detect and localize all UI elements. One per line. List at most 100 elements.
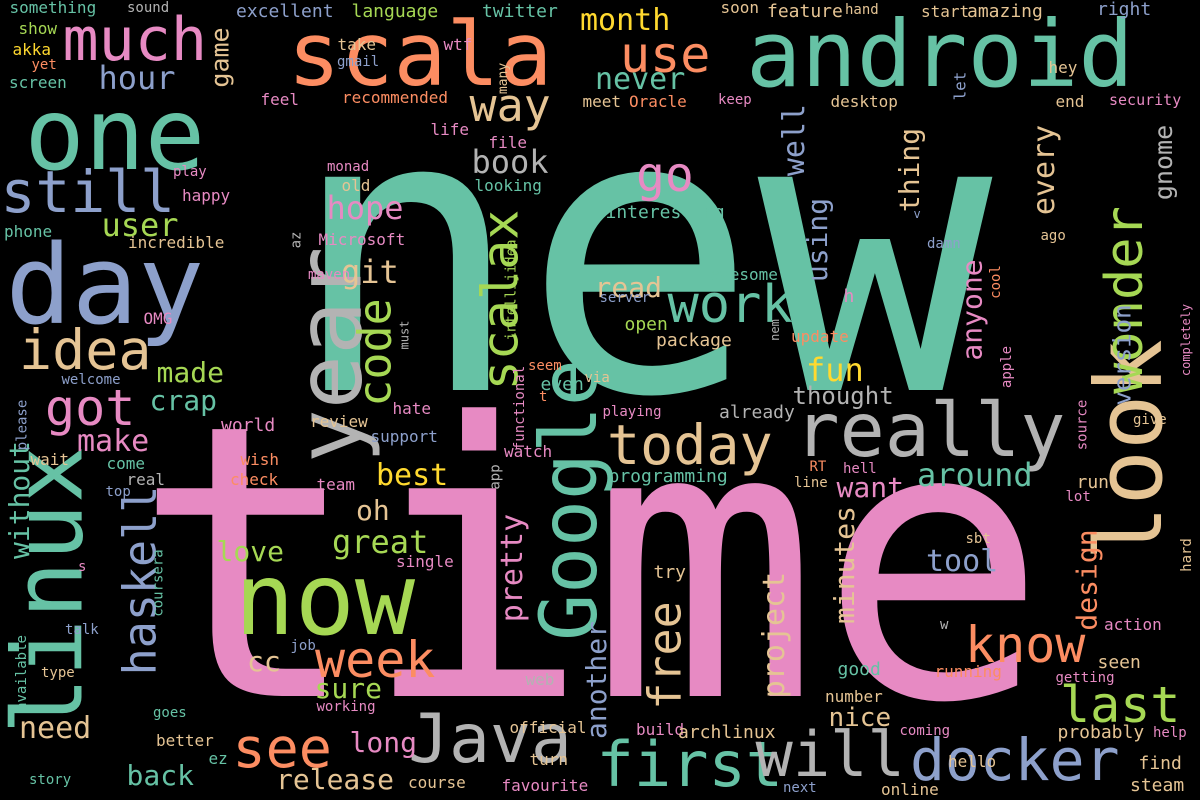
- cloud-word: support: [370, 427, 438, 446]
- cloud-word: using: [801, 197, 835, 283]
- cloud-word: help: [1153, 725, 1187, 741]
- cloud-word: read: [594, 271, 662, 304]
- cloud-word: sound: [127, 0, 170, 16]
- cloud-word: welcome: [61, 372, 121, 388]
- cloud-word: cool: [987, 265, 1004, 299]
- cloud-word: interesting: [605, 202, 725, 223]
- cloud-word: new: [288, 28, 993, 482]
- cloud-word: number: [825, 687, 883, 706]
- cloud-word: apple: [999, 345, 1016, 389]
- cloud-word: amazing: [967, 1, 1043, 22]
- cloud-word: will: [755, 718, 905, 791]
- cloud-word: desktop: [830, 92, 898, 111]
- cloud-word: watch: [504, 442, 553, 461]
- cloud-word: hour: [98, 59, 176, 97]
- cloud-word: better: [156, 731, 214, 750]
- cloud-word: single: [396, 552, 454, 571]
- cloud-word: coursera: [150, 549, 167, 617]
- cloud-word: run: [1076, 472, 1110, 493]
- cloud-word: free: [638, 600, 692, 710]
- cloud-word: made: [156, 356, 224, 389]
- cloud-word: end: [1055, 92, 1085, 111]
- cloud-word: month: [580, 3, 671, 38]
- cloud-word: android: [746, 1, 1134, 108]
- cloud-word: day: [5, 221, 205, 349]
- cloud-word: hey: [1048, 58, 1078, 77]
- cloud-word: language: [351, 1, 439, 22]
- cloud-word: package: [656, 330, 732, 351]
- cloud-word: looking: [474, 176, 542, 195]
- cloud-word: via: [584, 370, 610, 386]
- cloud-word: hard: [1178, 538, 1195, 572]
- cloud-word: please: [13, 399, 30, 451]
- cloud-word: playing: [602, 404, 662, 420]
- cloud-word: maven: [308, 267, 351, 283]
- cloud-word: even: [540, 374, 584, 395]
- cloud-word: life: [430, 120, 470, 139]
- cloud-word: idea: [19, 317, 152, 382]
- cloud-word: intellijidea: [503, 239, 520, 341]
- cloud-word: coming: [899, 723, 951, 739]
- cloud-word: seem: [528, 358, 562, 374]
- cloud-word: az: [287, 231, 304, 249]
- cloud-word: right: [1097, 0, 1152, 20]
- cloud-word: Microsoft: [318, 230, 406, 249]
- cloud-word: probably: [1057, 722, 1145, 743]
- cloud-word: one: [24, 76, 206, 193]
- cloud-word: git: [341, 253, 399, 291]
- cloud-word: version: [1108, 304, 1137, 406]
- cloud-word: wish: [240, 450, 280, 469]
- cloud-word: turn: [529, 750, 569, 769]
- cloud-word: sbt: [965, 531, 991, 547]
- cloud-word: keep: [718, 92, 752, 108]
- cloud-word: update: [791, 327, 849, 346]
- cloud-word: favourite: [501, 776, 589, 795]
- cloud-word: team: [316, 475, 356, 494]
- cloud-word: last: [1060, 676, 1181, 734]
- cloud-word: docker: [910, 726, 1120, 794]
- cloud-word: gnome: [1148, 124, 1178, 200]
- cloud-word: something: [9, 0, 97, 17]
- cloud-word: good: [837, 659, 881, 680]
- cloud-word: monad: [327, 159, 370, 175]
- cloud-word: cc: [247, 645, 281, 678]
- cloud-word: v: [913, 207, 921, 221]
- cloud-word: soon: [720, 0, 760, 17]
- cloud-word: recommended: [342, 88, 448, 107]
- cloud-word: review: [310, 412, 368, 431]
- cloud-word: archlinux: [678, 722, 776, 743]
- cloud-word: nice: [828, 703, 892, 733]
- cloud-word: got: [45, 379, 136, 437]
- cloud-word: feel: [260, 90, 300, 109]
- cloud-word: hate: [392, 399, 432, 418]
- cloud-word: screen: [9, 73, 67, 92]
- cloud-word: app: [487, 464, 504, 490]
- cloud-word: action: [1104, 615, 1162, 634]
- cloud-word: thing: [893, 127, 927, 213]
- cloud-word: another: [580, 620, 614, 740]
- cloud-word: server: [599, 290, 651, 306]
- cloud-word: damn: [927, 236, 961, 252]
- cloud-word: Oracle: [629, 92, 687, 111]
- cloud-word: way: [469, 78, 551, 132]
- cloud-word: fun: [806, 351, 864, 389]
- cloud-word: nem: [767, 319, 782, 341]
- cloud-word: already: [719, 402, 795, 423]
- cloud-word: pretty: [495, 513, 531, 623]
- cloud-word: w: [940, 617, 949, 633]
- cloud-word: book: [471, 143, 549, 181]
- cloud-word: hand: [845, 2, 879, 18]
- cloud-word: tool: [926, 544, 999, 579]
- cloud-word: give: [1133, 412, 1167, 428]
- cloud-word: Java: [408, 700, 572, 779]
- cloud-word: around: [917, 456, 1033, 494]
- cloud-word: next: [783, 780, 817, 796]
- cloud-word: source: [1073, 399, 1090, 451]
- cloud-word: crap: [149, 384, 217, 417]
- cloud-word: know: [965, 616, 1086, 674]
- cloud-word: RT: [809, 459, 827, 475]
- cloud-word: working: [316, 699, 376, 715]
- cloud-word: top: [105, 484, 131, 500]
- cloud-word: love: [216, 535, 284, 568]
